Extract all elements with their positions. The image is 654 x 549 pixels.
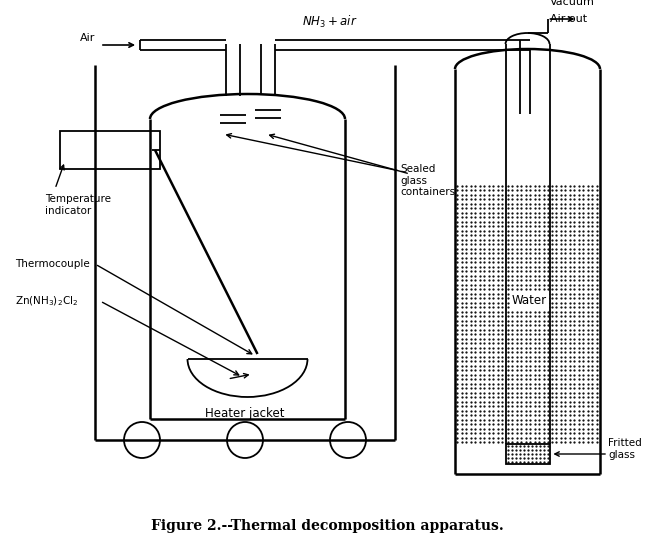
Text: Sealed
glass
containers: Sealed glass containers	[400, 164, 455, 197]
Text: Thermocouple: Thermocouple	[15, 259, 90, 269]
Text: Figure 2.--Thermal decomposition apparatus.: Figure 2.--Thermal decomposition apparat…	[150, 519, 504, 533]
Text: Air: Air	[80, 33, 95, 43]
Bar	[60, 131, 160, 169]
Bar	[506, 444, 549, 464]
Text: Water: Water	[512, 294, 547, 306]
Text: Vacuum: Vacuum	[549, 0, 594, 7]
Text: Zn(NH$_3$)$_2$Cl$_2$: Zn(NH$_3$)$_2$Cl$_2$	[15, 294, 78, 308]
Text: Heater jacket: Heater jacket	[205, 407, 284, 421]
Text: Fritted
glass: Fritted glass	[608, 438, 642, 460]
Text: $NH_3 + air$: $NH_3 + air$	[302, 14, 358, 30]
Text: Air out: Air out	[549, 14, 587, 24]
Text: Temperature
indicator: Temperature indicator	[45, 194, 111, 216]
